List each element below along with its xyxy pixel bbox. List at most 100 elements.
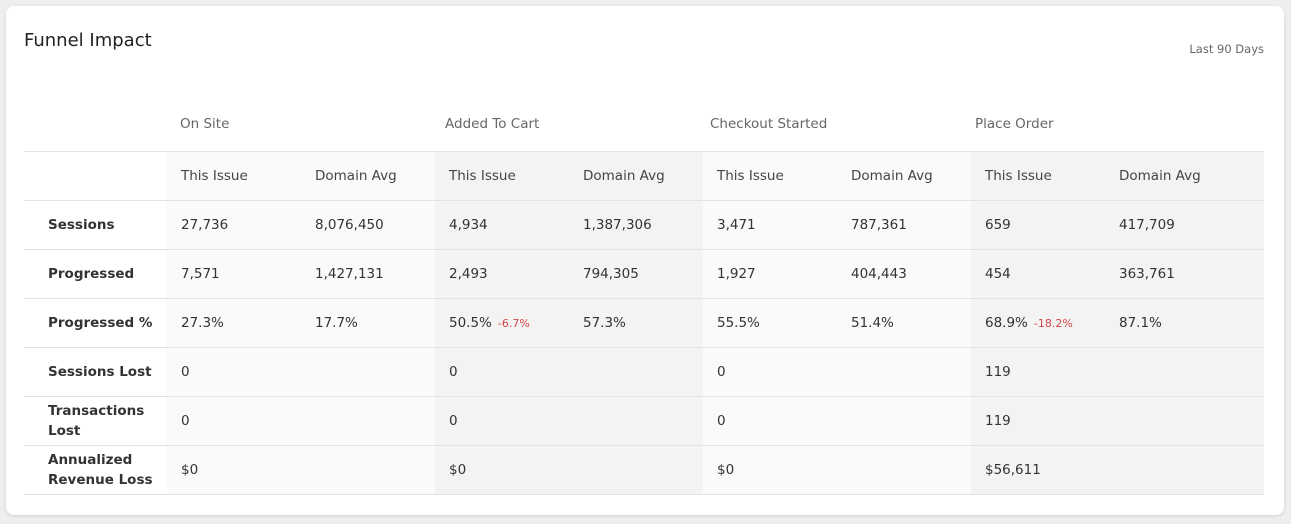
cell-value: 1,927 <box>717 266 756 282</box>
cell-domain-avg-on-site: 17.7% <box>301 298 435 348</box>
card-title: Funnel Impact <box>24 30 152 51</box>
cell-this-issue-place-order: 119 <box>971 347 1105 397</box>
cell-this-issue-on-site: 0 <box>167 396 301 446</box>
cell-domain-avg-place-order: 417,709 <box>1105 200 1264 250</box>
row-label: Annualized Revenue Loss <box>24 445 167 495</box>
cell-value: $0 <box>449 462 467 478</box>
cell-this-issue-checkout-started: $0 <box>703 445 837 495</box>
funnel-impact-card: Funnel Impact Last 90 Days On Site Added… <box>6 6 1284 515</box>
cell-value: 27,736 <box>181 217 229 233</box>
stage-label-place-order: Place Order <box>975 116 1054 132</box>
row-label: Sessions <box>24 200 167 250</box>
cell-value: 0 <box>717 364 726 380</box>
subheader-place-order-this-issue: This Issue <box>971 151 1105 201</box>
header-blank-cell <box>24 151 167 201</box>
subheader-on-site-domain-avg: Domain Avg <box>301 151 435 201</box>
cell-value: 0 <box>717 413 726 429</box>
subheader-checkout-started-domain-avg: Domain Avg <box>837 151 971 201</box>
cell-value: 0 <box>181 364 190 380</box>
cell-value: 27.3% <box>181 315 224 331</box>
subheader-place-order-domain-avg: Domain Avg <box>1105 151 1264 201</box>
subheader-added-to-cart-this-issue: This Issue <box>435 151 569 201</box>
delta-badge: -18.2% <box>1033 317 1073 330</box>
cell-this-issue-added-to-cart: 4,934 <box>435 200 569 250</box>
cell-this-issue-added-to-cart: $0 <box>435 445 569 495</box>
cell-this-issue-on-site: $0 <box>167 445 301 495</box>
delta-badge: -6.7% <box>497 317 530 330</box>
cell-domain-avg-checkout-started <box>837 445 971 495</box>
cell-this-issue-on-site: 7,571 <box>167 249 301 299</box>
cell-domain-avg-place-order: 87.1% <box>1105 298 1264 348</box>
cell-domain-avg-checkout-started <box>837 396 971 446</box>
cell-domain-avg-added-to-cart: 794,305 <box>569 249 703 299</box>
subheader-checkout-started-this-issue: This Issue <box>703 151 837 201</box>
cell-this-issue-added-to-cart: 0 <box>435 396 569 446</box>
stage-label-on-site: On Site <box>180 116 230 132</box>
cell-this-issue-place-order: 659 <box>971 200 1105 250</box>
cell-domain-avg-checkout-started: 404,443 <box>837 249 971 299</box>
table-row: Progressed % 27.3% 17.7% 50.5% -6.7% 57.3% 55.… <box>24 298 1264 348</box>
cell-value: 50.5% <box>449 315 492 331</box>
row-label: Progressed % <box>24 298 167 348</box>
table-row: Progressed 7,571 1,427,131 2,493 794,305 1,92… <box>24 249 1264 299</box>
cell-domain-avg-added-to-cart <box>569 347 703 397</box>
cell-this-issue-checkout-started: 0 <box>703 396 837 446</box>
stage-label-checkout-started: Checkout Started <box>710 116 828 132</box>
cell-domain-avg-on-site <box>301 396 435 446</box>
subheader-on-site-this-issue: This Issue <box>167 151 301 201</box>
cell-domain-avg-place-order <box>1105 396 1264 446</box>
table-row: Sessions 27,736 8,076,450 4,934 1,387,306 3,4… <box>24 200 1264 250</box>
cell-value: 659 <box>985 217 1011 233</box>
cell-value: 68.9% <box>985 315 1028 331</box>
table-row: Annualized Revenue Loss $0 $0 $0 $56,611 <box>24 445 1264 495</box>
cell-domain-avg-on-site: 8,076,450 <box>301 200 435 250</box>
cell-domain-avg-on-site: 1,427,131 <box>301 249 435 299</box>
cell-this-issue-on-site: 27,736 <box>167 200 301 250</box>
cell-domain-avg-checkout-started <box>837 347 971 397</box>
cell-this-issue-place-order: $56,611 <box>971 445 1105 495</box>
cell-value: 119 <box>985 364 1011 380</box>
row-label: Progressed <box>24 249 167 299</box>
cell-domain-avg-on-site <box>301 347 435 397</box>
subheader-row: This Issue Domain Avg This Issue Domain Avg… <box>24 151 1264 201</box>
cell-value: $0 <box>717 462 735 478</box>
stage-label-added-to-cart: Added To Cart <box>445 116 540 132</box>
cell-value: 3,471 <box>717 217 756 233</box>
cell-this-issue-on-site: 27.3% <box>167 298 301 348</box>
cell-domain-avg-place-order: 363,761 <box>1105 249 1264 299</box>
table-row: Sessions Lost 0 0 0 119 <box>24 347 1264 397</box>
cell-domain-avg-added-to-cart: 57.3% <box>569 298 703 348</box>
cell-this-issue-place-order: 68.9% -18.2% <box>971 298 1105 348</box>
subheader-added-to-cart-domain-avg: Domain Avg <box>569 151 703 201</box>
cell-domain-avg-place-order <box>1105 445 1264 495</box>
cell-this-issue-checkout-started: 3,471 <box>703 200 837 250</box>
cell-value: 0 <box>181 413 190 429</box>
cell-this-issue-checkout-started: 1,927 <box>703 249 837 299</box>
cell-this-issue-place-order: 454 <box>971 249 1105 299</box>
funnel-table: This Issue Domain Avg This Issue Domain Avg… <box>24 151 1264 495</box>
cell-value: 4,934 <box>449 217 488 233</box>
cell-domain-avg-on-site <box>301 445 435 495</box>
cell-value: 7,571 <box>181 266 220 282</box>
cell-value: 454 <box>985 266 1011 282</box>
cell-this-issue-place-order: 119 <box>971 396 1105 446</box>
cell-value: 2,493 <box>449 266 488 282</box>
cell-domain-avg-place-order <box>1105 347 1264 397</box>
cell-value: $56,611 <box>985 462 1041 478</box>
period-label: Last 90 Days <box>1189 42 1264 56</box>
cell-this-issue-added-to-cart: 2,493 <box>435 249 569 299</box>
cell-this-issue-added-to-cart: 50.5% -6.7% <box>435 298 569 348</box>
cell-domain-avg-added-to-cart <box>569 445 703 495</box>
cell-this-issue-on-site: 0 <box>167 347 301 397</box>
cell-domain-avg-checkout-started: 787,361 <box>837 200 971 250</box>
cell-value: $0 <box>181 462 199 478</box>
cell-domain-avg-added-to-cart: 1,387,306 <box>569 200 703 250</box>
cell-domain-avg-added-to-cart <box>569 396 703 446</box>
row-label: Sessions Lost <box>24 347 167 397</box>
cell-this-issue-checkout-started: 0 <box>703 347 837 397</box>
cell-value: 119 <box>985 413 1011 429</box>
cell-this-issue-checkout-started: 55.5% <box>703 298 837 348</box>
table-row: Transactions Lost 0 0 0 119 <box>24 396 1264 446</box>
cell-value: 55.5% <box>717 315 760 331</box>
cell-domain-avg-checkout-started: 51.4% <box>837 298 971 348</box>
